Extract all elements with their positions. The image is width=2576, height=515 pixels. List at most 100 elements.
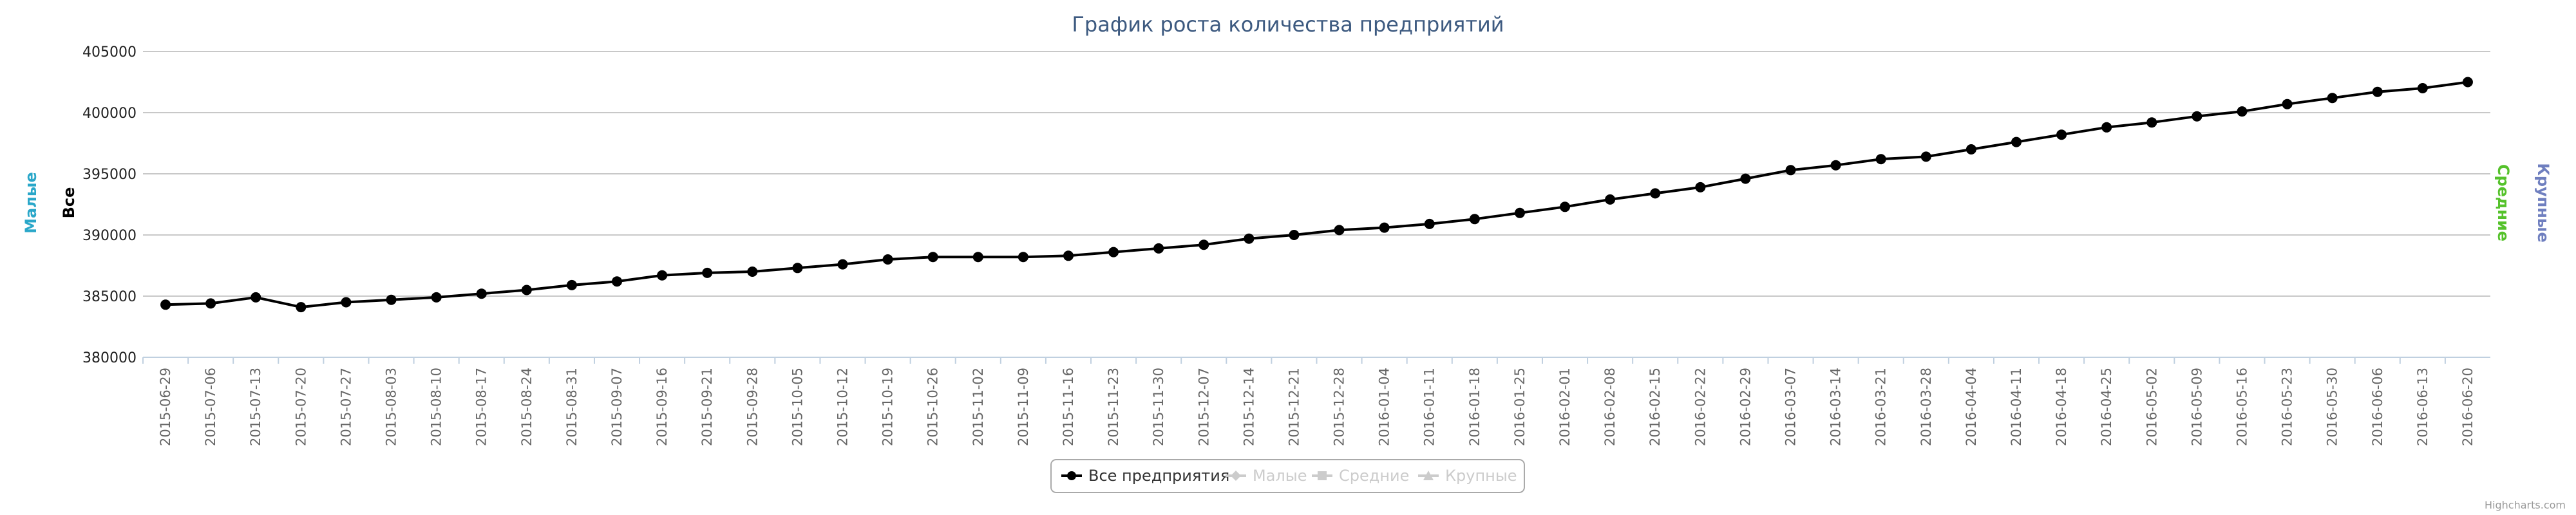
data-point[interactable] (1153, 243, 1164, 254)
x-tick-label: 2015-10-05 (790, 368, 805, 446)
x-tick-label: 2016-05-16 (2234, 368, 2249, 446)
data-point[interactable] (1514, 207, 1525, 218)
legend-label-all: Все предприятия (1088, 467, 1229, 485)
data-point[interactable] (431, 292, 442, 303)
data-point[interactable] (1740, 173, 1751, 184)
data-point[interactable] (1424, 218, 1435, 229)
x-tick-label: 2015-07-06 (203, 368, 218, 446)
data-point[interactable] (702, 267, 713, 278)
data-point[interactable] (882, 254, 893, 265)
y-tick-label: 380000 (82, 350, 137, 366)
data-point[interactable] (1920, 151, 1931, 162)
x-tick-label: 2016-04-25 (2099, 368, 2114, 446)
x-tick-label: 2015-11-02 (971, 368, 986, 446)
data-point[interactable] (205, 298, 216, 309)
x-tick-label: 2016-03-28 (1918, 368, 1934, 446)
x-tick-label: 2016-04-11 (2009, 368, 2024, 446)
x-tick-label: 2015-10-26 (925, 368, 941, 446)
x-tick-label: 2015-06-29 (158, 368, 173, 446)
x-tick-label: 2016-02-08 (1602, 368, 1618, 446)
data-point[interactable] (972, 252, 983, 263)
data-point[interactable] (1289, 230, 1300, 240)
x-tick-label: 2016-03-07 (1783, 368, 1799, 446)
x-tick-label: 2016-02-22 (1692, 368, 1708, 446)
data-point[interactable] (1695, 182, 1706, 192)
data-point[interactable] (657, 270, 668, 281)
data-point[interactable] (2462, 77, 2473, 88)
legend-box (1050, 459, 1525, 493)
x-tick-label: 2015-12-28 (1332, 368, 1347, 446)
legend-label-medium: Средние (1339, 467, 1409, 485)
data-point[interactable] (1334, 225, 1345, 236)
data-point[interactable] (837, 259, 848, 270)
data-point[interactable] (1063, 250, 1074, 261)
data-point[interactable] (341, 297, 352, 308)
data-point[interactable] (1650, 188, 1661, 199)
data-point[interactable] (2237, 106, 2248, 117)
data-point[interactable] (1469, 214, 1480, 225)
y-tick-label: 395000 (82, 167, 137, 183)
grid-lines (143, 51, 2490, 358)
data-point[interactable] (1244, 233, 1255, 244)
data-point[interactable] (2192, 111, 2202, 122)
data-point[interactable] (2372, 86, 2383, 97)
data-point[interactable] (1560, 201, 1571, 212)
legend-item-medium[interactable]: Средние (1312, 467, 1409, 485)
x-tick-label: 2016-01-11 (1422, 368, 1437, 446)
series-all-enterprises[interactable] (160, 77, 2473, 313)
data-point[interactable] (2417, 83, 2428, 93)
y-axis-ticks: 380000 385000 390000 395000 400000 405000 (82, 44, 137, 366)
x-tick-label: 2016-05-23 (2280, 368, 2295, 446)
x-tick-label: 2016-06-06 (2370, 368, 2385, 446)
data-point[interactable] (1875, 154, 1886, 165)
x-tick-label: 2015-07-27 (338, 368, 354, 446)
x-tick-label: 2015-10-12 (835, 368, 850, 446)
x-tick-label: 2015-09-28 (744, 368, 760, 446)
y-axis-label-all: Все (60, 187, 78, 219)
x-tick-label: 2015-07-20 (293, 368, 308, 446)
data-point[interactable] (747, 267, 758, 277)
data-point[interactable] (2282, 98, 2293, 109)
x-tick-label: 2015-10-19 (880, 368, 896, 446)
x-tick-label: 2015-12-14 (1241, 368, 1256, 446)
data-point[interactable] (792, 263, 803, 274)
data-point[interactable] (2146, 117, 2157, 128)
data-point[interactable] (927, 252, 938, 263)
data-point[interactable] (251, 292, 261, 303)
legend-item-large[interactable]: Крупные (1418, 467, 1517, 485)
legend-marker-triangle-icon (1423, 471, 1434, 480)
data-point[interactable] (2101, 122, 2112, 133)
data-point[interactable] (2056, 129, 2067, 140)
data-point[interactable] (1379, 222, 1390, 233)
x-tick-label: 2015-08-03 (384, 368, 399, 446)
data-point[interactable] (160, 299, 171, 310)
data-point[interactable] (612, 276, 623, 287)
x-tick-label: 2015-09-21 (699, 368, 715, 446)
data-point[interactable] (1018, 252, 1028, 263)
legend-item-all[interactable]: Все предприятия (1061, 467, 1229, 485)
x-tick-label: 2016-03-21 (1873, 368, 1889, 446)
data-point[interactable] (1605, 194, 1616, 205)
data-point[interactable] (386, 294, 397, 305)
y-axis-label-medium: Средние (2494, 164, 2512, 241)
data-point[interactable] (476, 288, 487, 299)
y-tick-label: 390000 (82, 228, 137, 244)
data-point[interactable] (1785, 165, 1796, 176)
x-tick-label: 2016-05-09 (2189, 368, 2204, 446)
data-point[interactable] (566, 279, 577, 290)
data-point[interactable] (1830, 160, 1841, 171)
data-point[interactable] (1965, 144, 1976, 154)
data-point[interactable] (1198, 239, 1209, 250)
legend-marker-circle-icon (1067, 471, 1076, 480)
x-tick-label: 2015-12-21 (1286, 368, 1302, 446)
x-tick-label: 2016-02-01 (1557, 368, 1573, 446)
data-point[interactable] (296, 302, 307, 313)
data-point[interactable] (2011, 136, 2022, 147)
data-point[interactable] (1108, 247, 1119, 258)
legend-item-small[interactable]: Малые (1226, 467, 1307, 485)
credits-link[interactable]: Highcharts.com (2485, 499, 2566, 511)
x-tick-label: 2016-03-14 (1828, 368, 1844, 446)
data-point[interactable] (2327, 93, 2338, 104)
data-point[interactable] (521, 285, 532, 295)
